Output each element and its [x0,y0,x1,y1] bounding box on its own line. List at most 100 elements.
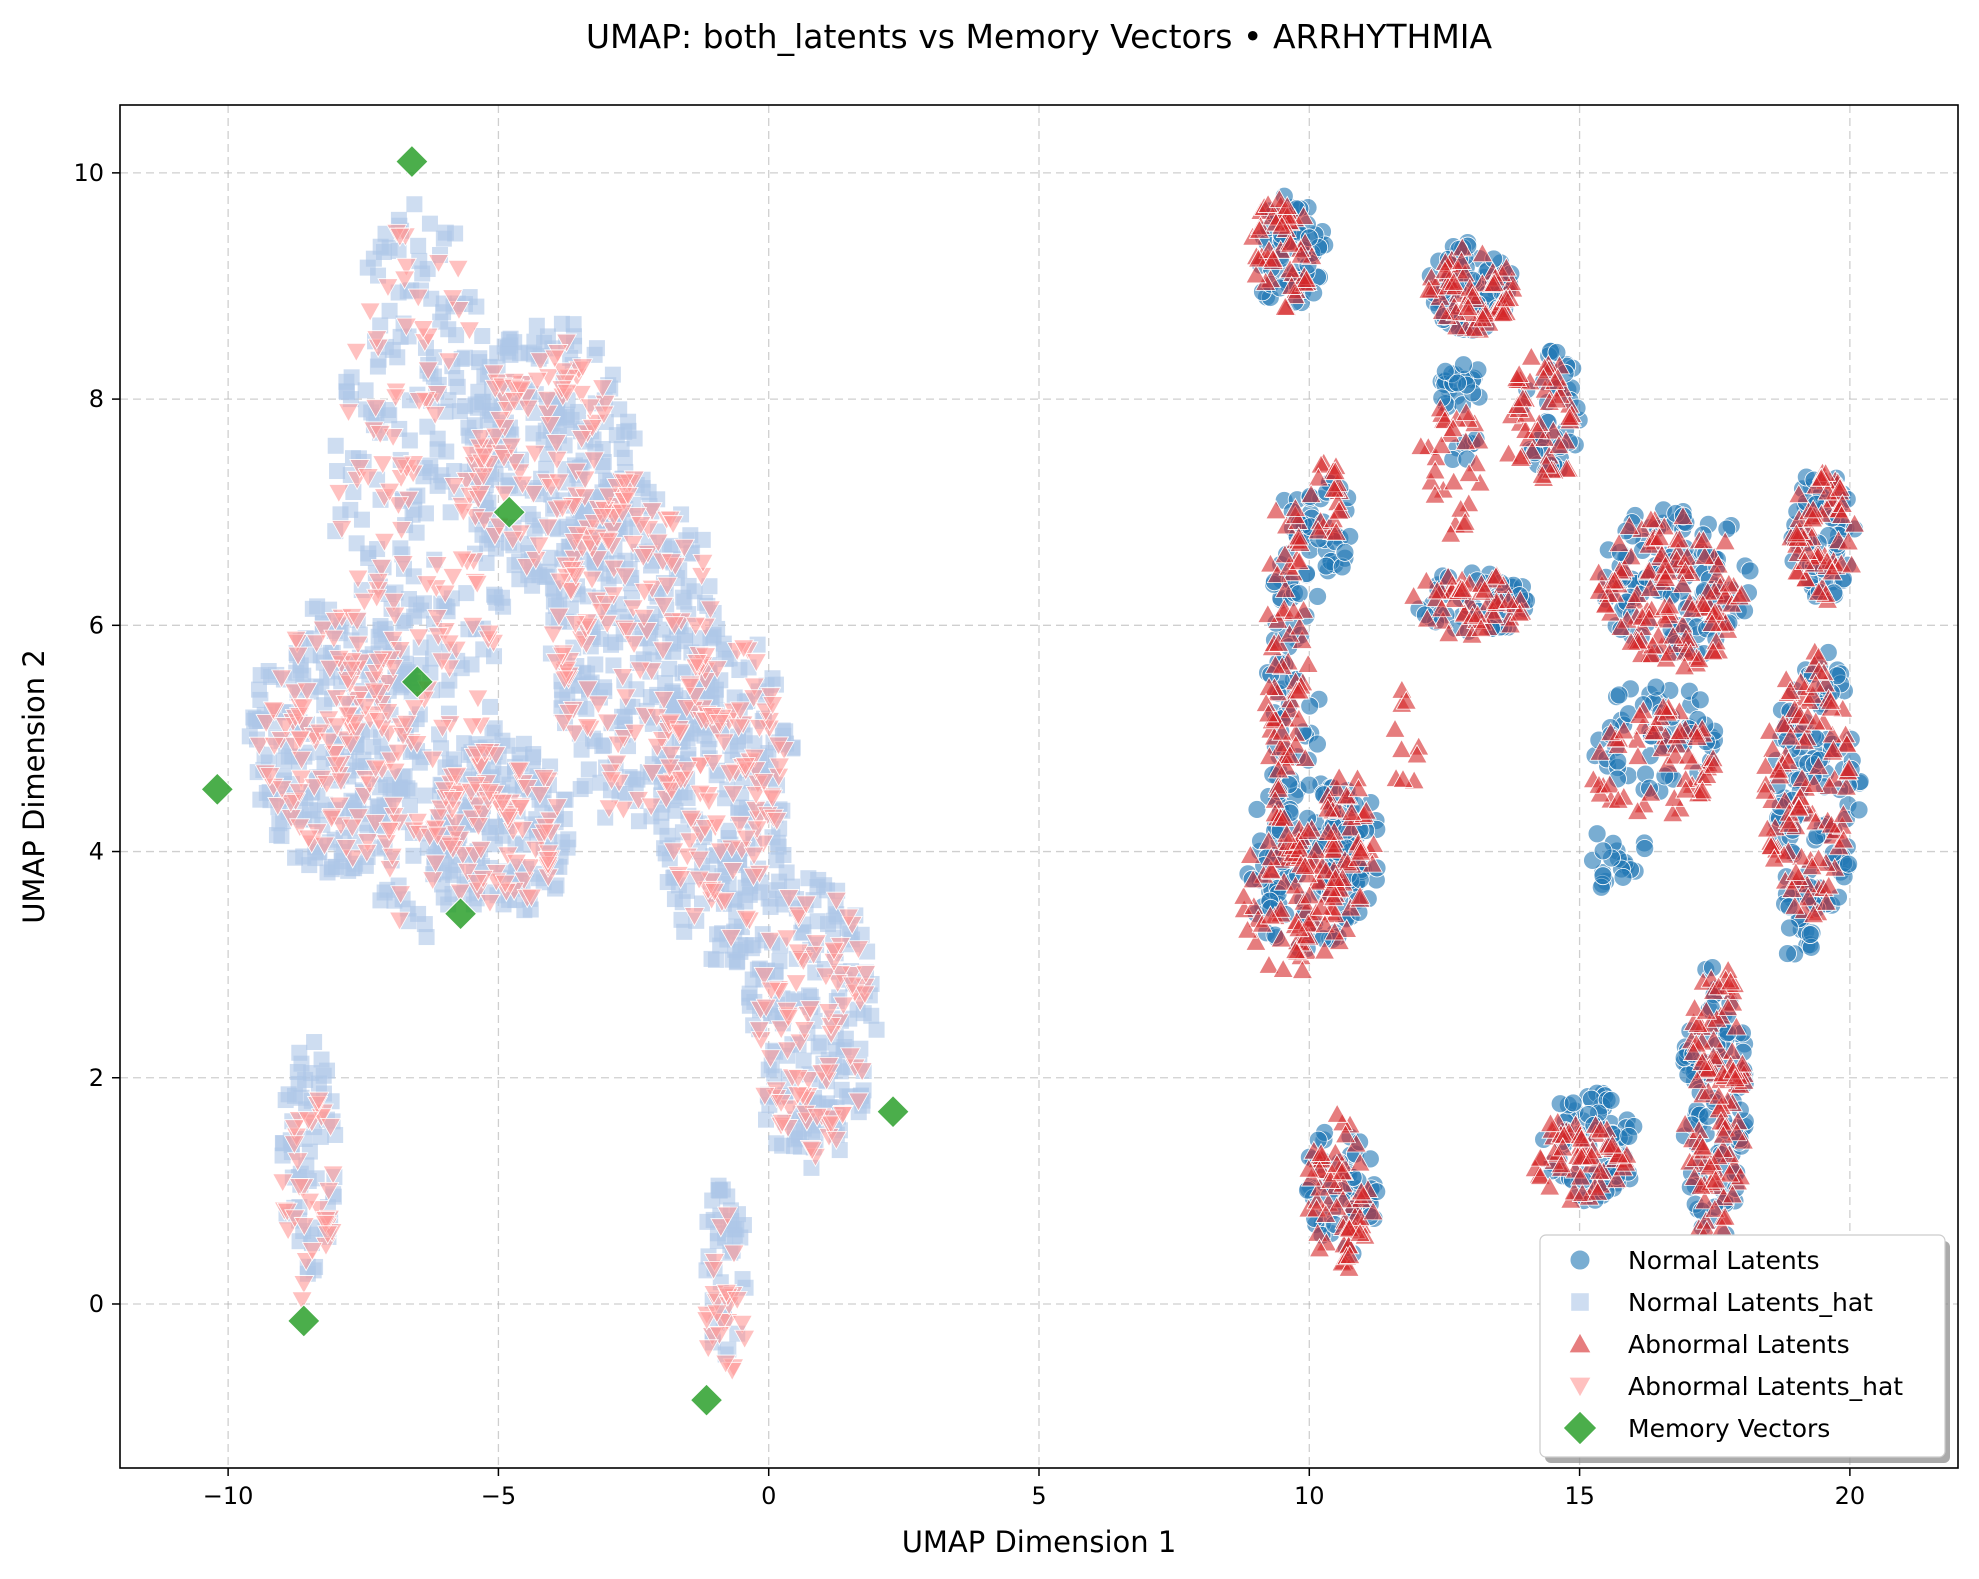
data-point-triangle-up [1272,958,1294,978]
data-point-triangle-down [767,736,790,756]
data-point-triangle-down [564,724,586,744]
data-point-triangle-up [1339,1244,1361,1264]
data-point-triangle-up [1248,219,1271,239]
data-point-square [478,554,495,571]
data-point-triangle-down [841,976,864,996]
data-point-triangle-up [1687,1013,1709,1033]
data-point-triangle-down [633,582,656,603]
data-point-triangle-down [427,808,450,828]
data-point-triangle-down [734,757,757,777]
data-point-circle [1593,866,1613,886]
data-point-triangle-up [1786,561,1808,581]
data-point-triangle-up [1548,434,1570,454]
data-point-triangle-up [1508,602,1531,622]
data-point-triangle-down [612,800,635,821]
data-point-triangle-down [825,1130,848,1151]
data-point-triangle-up [1274,578,1296,598]
data-point-triangle-up [1288,680,1310,700]
data-point-square [445,751,462,768]
data-point-triangle-down [722,862,744,882]
data-point-triangle-down [770,1094,792,1114]
data-point-triangle-up [1620,631,1642,651]
data-point-triangle-down [305,634,328,654]
data-point-triangle-up [1830,504,1853,524]
data-point-triangle-up [1784,895,1806,915]
data-point-square [710,1182,727,1199]
data-point-triangle-down [444,825,467,845]
data-point-triangle-down [353,592,376,613]
data-point-triangle-up [1803,773,1825,793]
data-point-square [741,886,758,903]
data-point-triangle-up [1815,891,1837,911]
data-point-triangle-down [743,846,765,866]
data-point-triangle-down [326,717,348,737]
data-point-triangle-down [434,584,456,604]
data-point-square [731,662,748,679]
data-point-square [559,420,576,437]
data-point-triangle-down [698,792,720,812]
x-tick-label: 10 [1294,1482,1325,1510]
data-point-triangle-up [1314,913,1336,934]
data-point-triangle-down [359,302,381,322]
data-point-diamond [689,1383,724,1417]
data-point-triangle-down [549,572,571,592]
data-point-triangle-up [1802,903,1825,924]
data-point-triangle-up [1298,1158,1320,1178]
data-point-triangle-down [406,735,428,755]
data-point-triangle-down [684,616,707,637]
data-point-triangle-down [529,352,552,372]
data-point-triangle-up [1696,764,1718,784]
data-point-triangle-down [427,254,450,274]
data-point-triangle-up [1245,931,1267,951]
data-point-triangle-up [1754,780,1776,800]
data-point-triangle-up [1274,296,1296,316]
data-point-triangle-up [1233,885,1255,905]
data-point-triangle-down [503,392,526,412]
data-point-triangle-down [467,689,489,709]
data-point-triangle-up [1754,755,1777,775]
data-point-triangle-down [818,1063,841,1083]
data-point-square [332,506,349,523]
data-point-triangle-up [1756,818,1779,838]
data-point-square [524,577,541,594]
data-point-triangle-down [287,1152,309,1172]
data-point-square [376,884,393,901]
data-point-triangle-down [325,756,348,776]
data-point-triangle-down [447,259,469,280]
data-point-triangle-up [1325,521,1347,541]
data-point-triangle-up [1418,279,1440,299]
data-point-square [329,463,346,480]
data-point-triangle-down [424,405,446,426]
data-point-triangle-up [1721,1184,1744,1204]
data-point-triangle-down [467,817,490,837]
data-point-triangle-up [1714,612,1737,632]
data-point-triangle-up [1605,1168,1628,1189]
data-point-triangle-up [1643,720,1665,741]
data-point-triangle-down [317,1225,339,1245]
data-point-square [686,583,703,600]
data-point-triangle-down [387,743,409,764]
data-point-square [795,1052,812,1069]
data-point-triangle-up [1550,1153,1573,1174]
data-point-triangle-up [1694,1190,1716,1210]
data-point-triangle-down [367,572,390,593]
data-point-triangle-down [479,893,501,914]
data-point-triangle-up [1362,1201,1384,1221]
data-point-triangle-up [1840,554,1863,574]
data-point-circle [1316,556,1336,576]
data-point-triangle-down [438,634,460,654]
data-point-triangle-up [1271,215,1293,235]
data-point-square [709,1233,726,1250]
data-point-triangle-up [1236,919,1259,939]
data-point-triangle-down [287,646,309,666]
data-point-triangle-down [383,592,405,613]
data-point-triangle-down [505,853,528,874]
data-point-triangle-up [1291,959,1314,979]
data-point-triangle-down [587,695,610,715]
data-point-triangle-up [1267,759,1290,779]
data-point-triangle-down [320,809,343,829]
data-point-circle [1740,561,1760,581]
data-point-triangle-up [1802,684,1824,704]
data-point-triangle-up [1276,195,1298,215]
